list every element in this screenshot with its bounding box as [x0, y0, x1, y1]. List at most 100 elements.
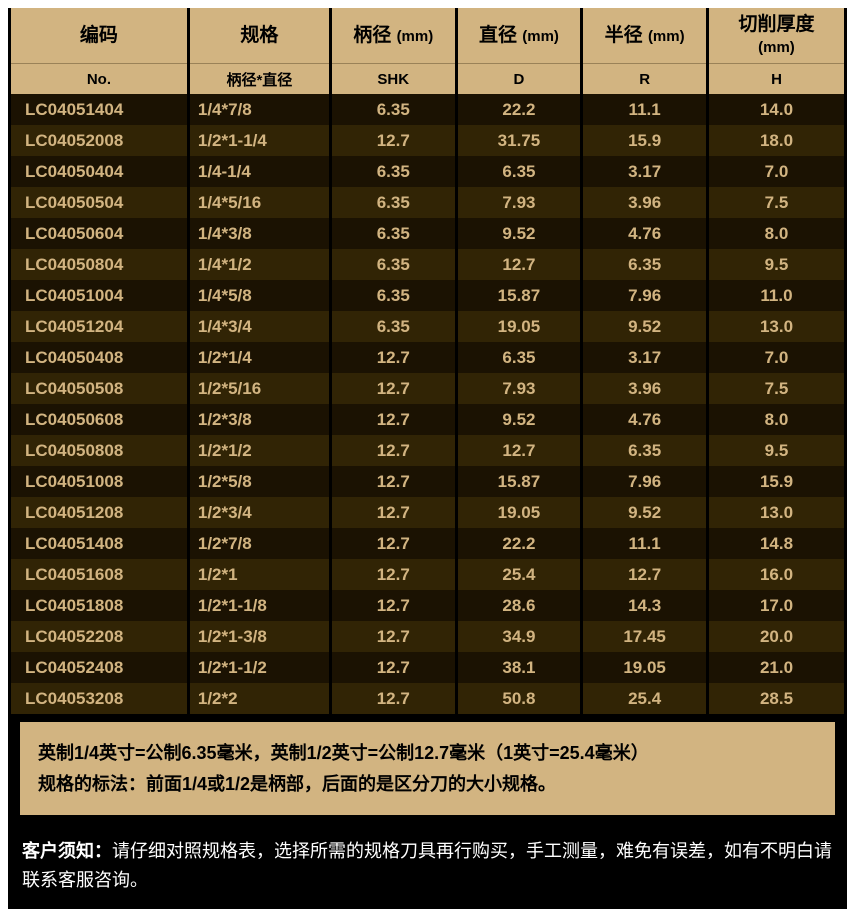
table-cell: 22.2: [458, 528, 581, 559]
table-cell: LC04051004: [11, 280, 187, 311]
table-cell: 16.0: [709, 559, 844, 590]
table-row: LC040520081/2*1-1/412.731.7515.918.0: [11, 125, 844, 156]
table-row: LC040514081/2*7/812.722.211.114.8: [11, 528, 844, 559]
col-d: 直径 (mm): [458, 8, 581, 64]
col-code: 编码: [11, 8, 187, 64]
table-cell: 22.2: [458, 94, 581, 125]
table-row: LC040532081/2*212.750.825.428.5: [11, 683, 844, 714]
table-cell: 14.8: [709, 528, 844, 559]
table-cell: 17.0: [709, 590, 844, 621]
table-cell: 19.05: [458, 311, 581, 342]
table-cell: 6.35: [583, 249, 706, 280]
table-cell: 34.9: [458, 621, 581, 652]
table-cell: 1/2*1-1/8: [190, 590, 329, 621]
table-cell: 11.0: [709, 280, 844, 311]
table-cell: 12.7: [332, 435, 455, 466]
table-cell: 9.5: [709, 435, 844, 466]
table-row: LC040512041/4*3/46.3519.059.5213.0: [11, 311, 844, 342]
table-cell: 4.76: [583, 218, 706, 249]
table-cell: 1/4*1/2: [190, 249, 329, 280]
table-cell: 1/2*1/2: [190, 435, 329, 466]
table-cell: 15.87: [458, 466, 581, 497]
table-cell: LC04052408: [11, 652, 187, 683]
table-cell: 3.96: [583, 373, 706, 404]
table-cell: 1/2*1-3/8: [190, 621, 329, 652]
table-cell: 38.1: [458, 652, 581, 683]
table-cell: 6.35: [332, 280, 455, 311]
table-cell: 15.87: [458, 280, 581, 311]
table-row: LC040505041/4*5/166.357.933.967.5: [11, 187, 844, 218]
col-r: 半径 (mm): [583, 8, 706, 64]
table-cell: 1/4*3/4: [190, 311, 329, 342]
table-cell: 1/2*1-1/4: [190, 125, 329, 156]
table-cell: 18.0: [709, 125, 844, 156]
table-cell: LC04050408: [11, 342, 187, 373]
table-cell: 6.35: [332, 94, 455, 125]
table-cell: 12.7: [332, 683, 455, 714]
col-shk: 柄径 (mm): [332, 8, 455, 64]
subcol-d: D: [458, 64, 581, 94]
table-cell: 12.7: [332, 466, 455, 497]
table-cell: 12.7: [332, 404, 455, 435]
table-cell: 21.0: [709, 652, 844, 683]
conversion-note-line2: 规格的标法：前面1/4或1/2是柄部，后面的是区分刀的大小规格。: [38, 769, 817, 800]
table-cell: 28.5: [709, 683, 844, 714]
table-cell: 8.0: [709, 218, 844, 249]
table-row: LC040522081/2*1-3/812.734.917.4520.0: [11, 621, 844, 652]
table-row: LC040508081/2*1/212.712.76.359.5: [11, 435, 844, 466]
table-cell: 6.35: [458, 156, 581, 187]
table-cell: LC04050508: [11, 373, 187, 404]
table-cell: 1/4*5/8: [190, 280, 329, 311]
table-row: LC040518081/2*1-1/812.728.614.317.0: [11, 590, 844, 621]
table-cell: 19.05: [458, 497, 581, 528]
table-cell: 1/4*3/8: [190, 218, 329, 249]
table-cell: 3.17: [583, 342, 706, 373]
table-cell: 9.52: [583, 497, 706, 528]
table-cell: 7.96: [583, 466, 706, 497]
table-cell: 1/2*7/8: [190, 528, 329, 559]
table-cell: 6.35: [332, 156, 455, 187]
table-row: LC040512081/2*3/412.719.059.5213.0: [11, 497, 844, 528]
table-cell: 15.9: [583, 125, 706, 156]
customer-note-label: 客户须知：: [22, 841, 112, 861]
subcol-r: R: [583, 64, 706, 94]
header-row-main: 编码 规格 柄径 (mm) 直径 (mm) 半径 (mm) 切削厚度(mm): [11, 8, 844, 64]
conversion-note: 英制1/4英寸=公制6.35毫米，英制1/2英寸=公制12.7毫米（1英寸=25…: [20, 722, 835, 815]
table-cell: 1/2*1: [190, 559, 329, 590]
table-cell: 6.35: [458, 342, 581, 373]
customer-note-text: 请仔细对照规格表，选择所需的规格刀具再行购买，手工测量，难免有误差，如有不明白请…: [22, 841, 832, 890]
table-cell: LC04051608: [11, 559, 187, 590]
table-cell: 6.35: [332, 249, 455, 280]
table-cell: 7.5: [709, 187, 844, 218]
table-cell: LC04051204: [11, 311, 187, 342]
table-row: LC040504041/4-1/46.356.353.177.0: [11, 156, 844, 187]
table-cell: LC04050608: [11, 404, 187, 435]
table-cell: 6.35: [332, 218, 455, 249]
table-cell: 13.0: [709, 311, 844, 342]
table-cell: 3.96: [583, 187, 706, 218]
table-cell: 12.7: [332, 125, 455, 156]
table-cell: 7.96: [583, 280, 706, 311]
table-cell: 12.7: [332, 652, 455, 683]
table-cell: 12.7: [332, 590, 455, 621]
table-cell: 20.0: [709, 621, 844, 652]
table-cell: 9.5: [709, 249, 844, 280]
table-cell: 12.7: [332, 497, 455, 528]
table-cell: 25.4: [583, 683, 706, 714]
table-row: LC040508041/4*1/26.3512.76.359.5: [11, 249, 844, 280]
table-cell: 17.45: [583, 621, 706, 652]
table-cell: LC04053208: [11, 683, 187, 714]
table-cell: 1/2*5/8: [190, 466, 329, 497]
table-row: LC040506041/4*3/86.359.524.768.0: [11, 218, 844, 249]
customer-note: 客户须知：请仔细对照规格表，选择所需的规格刀具再行购买，手工测量，难免有误差，如…: [8, 827, 847, 909]
table-row: LC040514041/4*7/86.3522.211.114.0: [11, 94, 844, 125]
table-cell: 9.52: [458, 218, 581, 249]
table-row: LC040524081/2*1-1/212.738.119.0521.0: [11, 652, 844, 683]
table-row: LC040504081/2*1/412.76.353.177.0: [11, 342, 844, 373]
spec-container: 编码 规格 柄径 (mm) 直径 (mm) 半径 (mm) 切削厚度(mm) N…: [8, 8, 847, 909]
table-cell: 7.5: [709, 373, 844, 404]
table-cell: 1/2*2: [190, 683, 329, 714]
conversion-note-line1: 英制1/4英寸=公制6.35毫米，英制1/2英寸=公制12.7毫米（1英寸=25…: [38, 738, 817, 769]
table-cell: 9.52: [458, 404, 581, 435]
table-cell: LC04052008: [11, 125, 187, 156]
